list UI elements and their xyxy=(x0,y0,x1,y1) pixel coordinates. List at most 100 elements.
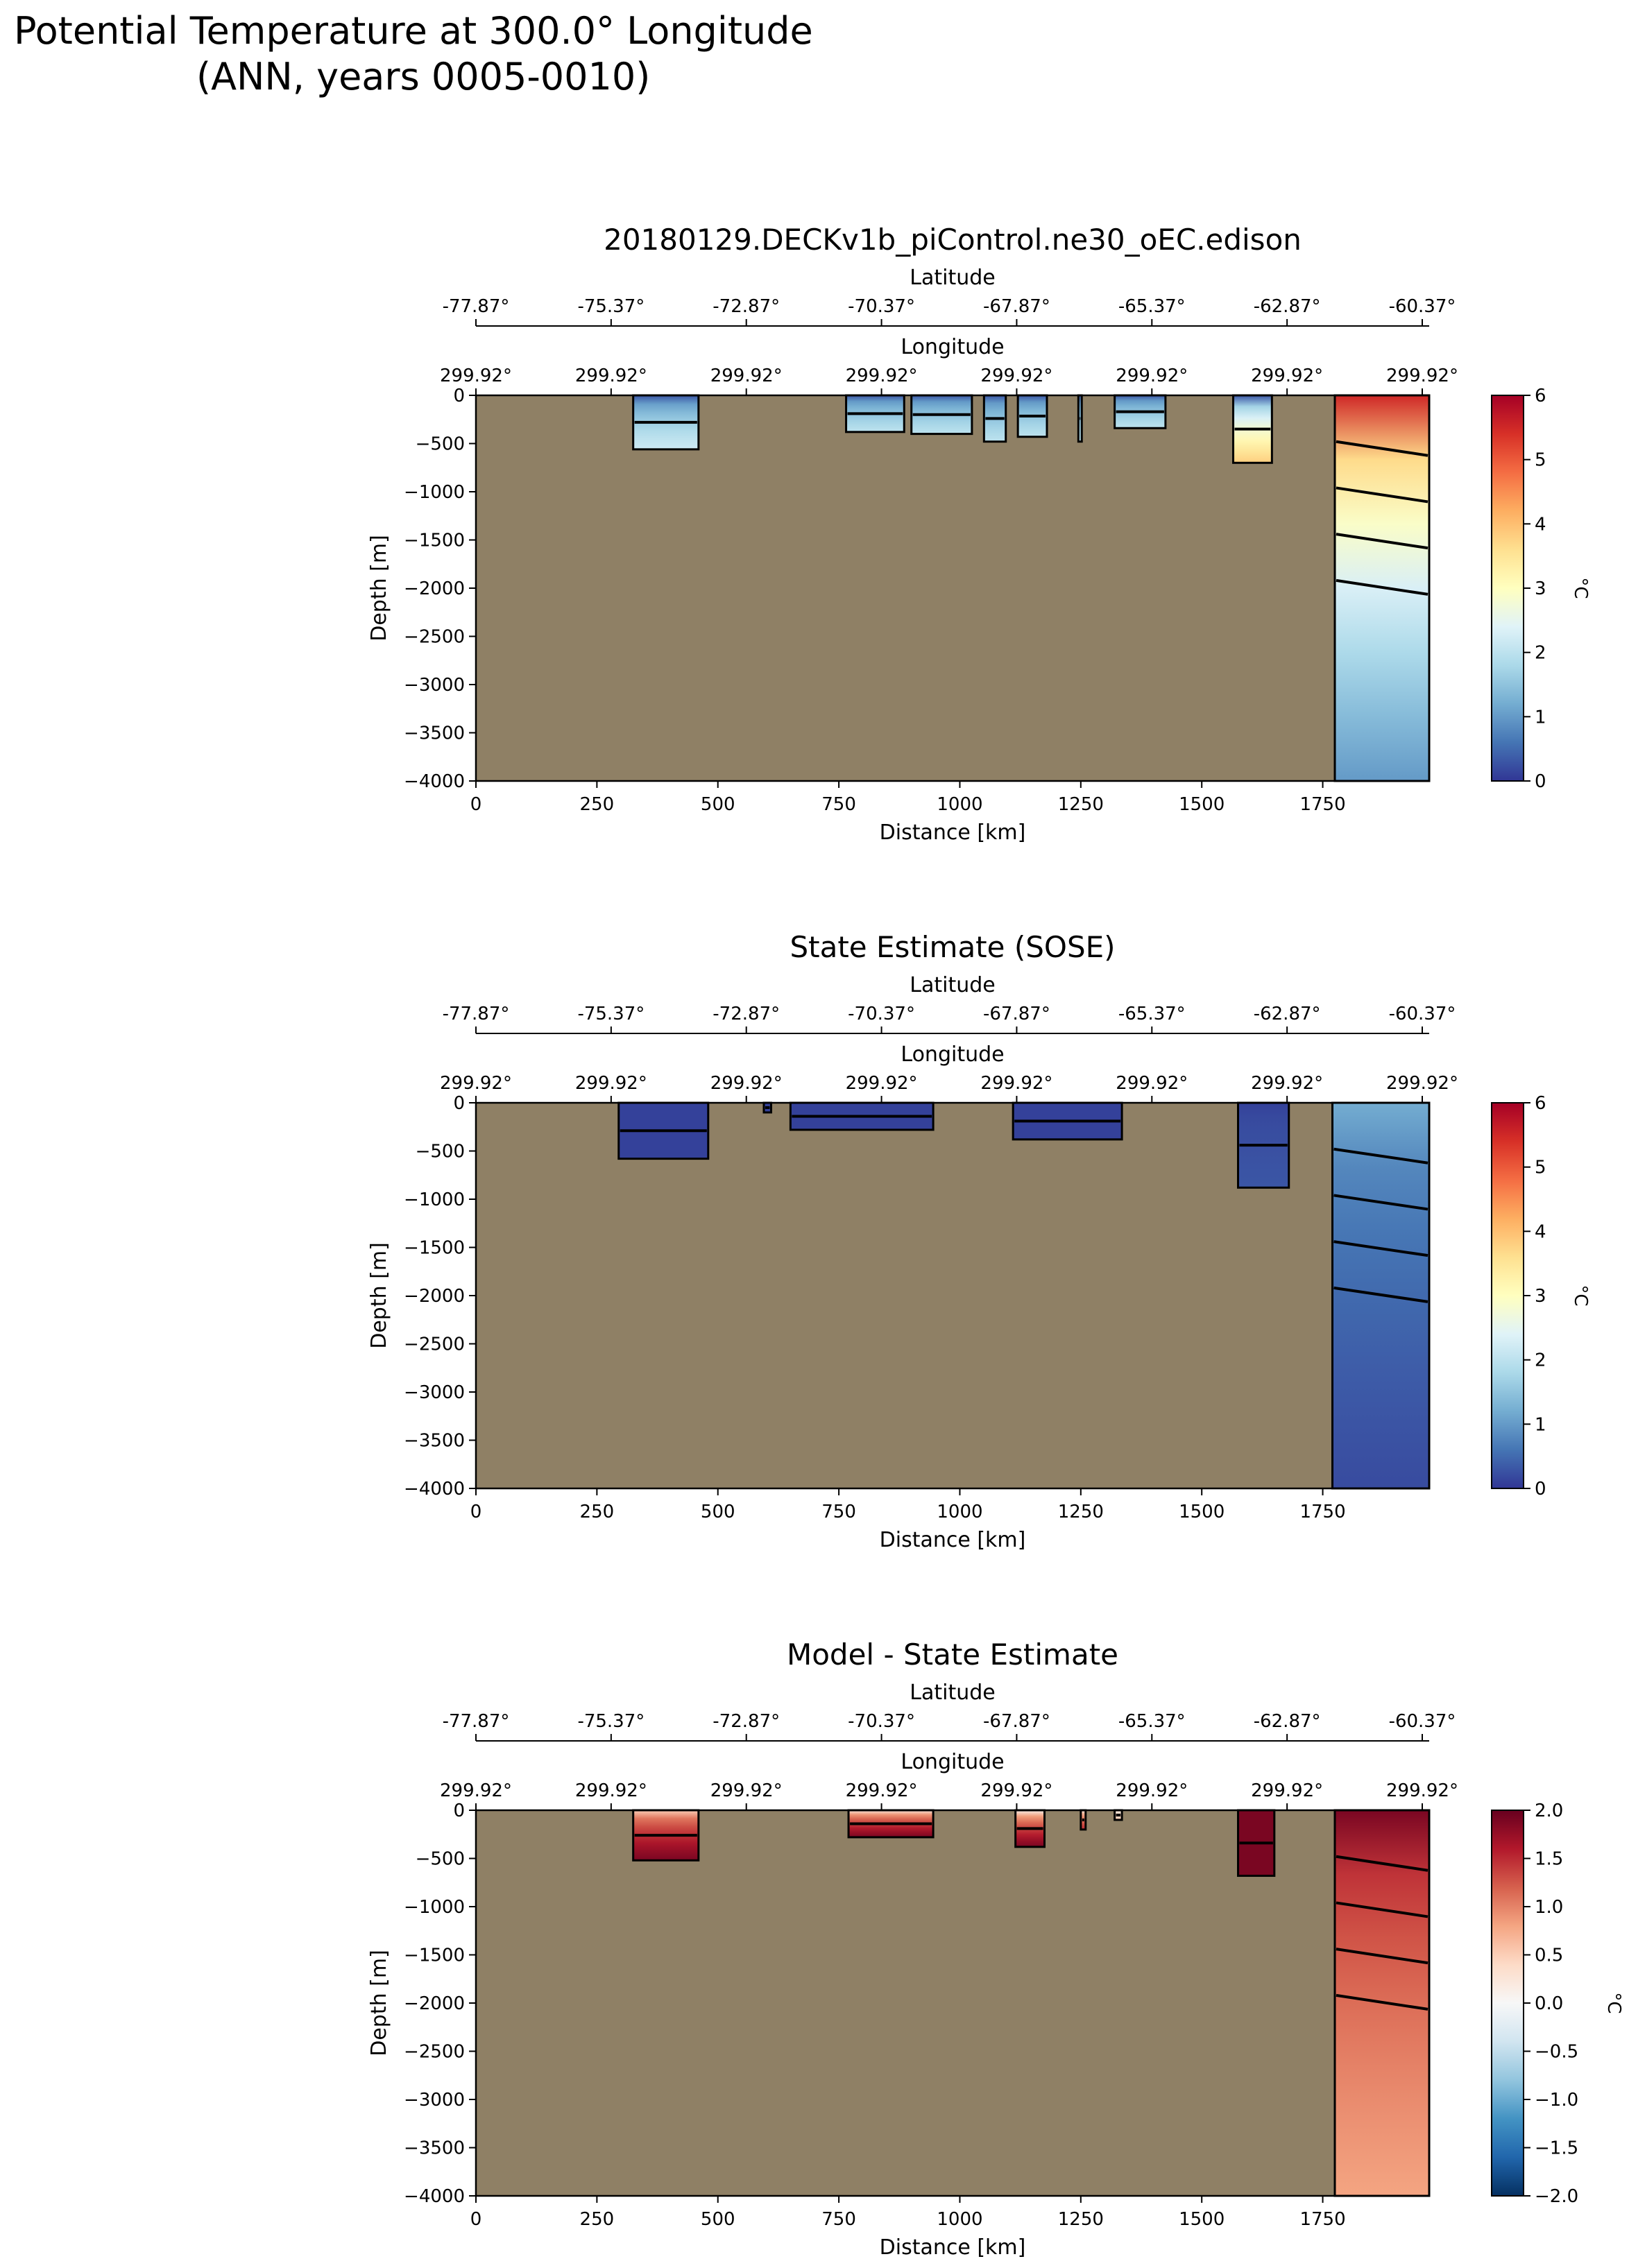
contour-line xyxy=(1336,1993,1428,2011)
y-tick-label: 0 xyxy=(453,386,465,406)
colorbar-tick-label: 2.0 xyxy=(1535,1801,1563,1821)
y-tick-label: −3000 xyxy=(404,1382,465,1403)
lat-tick-label: -70.37° xyxy=(848,1004,915,1024)
lat-tick-label: -75.37° xyxy=(577,1004,645,1024)
y-tick-label: −2500 xyxy=(404,627,465,648)
y-tick-label: −500 xyxy=(416,1849,465,1870)
lat-tick-label: -60.37° xyxy=(1389,1004,1456,1024)
colorbar-tick-label: 0 xyxy=(1535,771,1546,792)
x-tick-label: 0 xyxy=(470,2209,482,2230)
x-axis-label: Distance [km] xyxy=(880,821,1026,845)
x-tick-label: 1500 xyxy=(1179,2209,1225,2230)
colorbar-tick-label: 3 xyxy=(1535,578,1546,599)
contour-line xyxy=(1336,1855,1428,1872)
contour-line xyxy=(1336,1948,1428,1965)
lat-tick-label: -65.37° xyxy=(1118,1711,1186,1732)
y-tick-label: −2000 xyxy=(404,1286,465,1307)
latitude-axis-label: Latitude xyxy=(910,266,995,290)
x-tick-label: 1500 xyxy=(1179,1502,1225,1522)
land-background xyxy=(476,1810,1429,2196)
lon-tick-label: 299.92° xyxy=(1116,1073,1188,1094)
colorbar-tick-label: −0.5 xyxy=(1535,2042,1578,2063)
lat-tick-label: -77.87° xyxy=(443,296,510,317)
lon-tick-label: 299.92° xyxy=(846,366,918,386)
x-tick-label: 1000 xyxy=(937,1502,982,1522)
lon-tick-label: 299.92° xyxy=(980,1780,1052,1801)
contour-line xyxy=(1333,1286,1428,1303)
lon-tick-label: 299.92° xyxy=(1386,366,1458,386)
x-tick-label: 1250 xyxy=(1058,1502,1104,1522)
y-tick-label: −3500 xyxy=(404,1431,465,1452)
contour-line xyxy=(1336,486,1428,504)
x-tick-label: 1000 xyxy=(937,2209,982,2230)
lon-tick-label: 299.92° xyxy=(440,1780,512,1801)
lon-tick-label: 299.92° xyxy=(1251,1073,1323,1094)
colorbar-tick-label: −2.0 xyxy=(1535,2186,1578,2207)
figure-title-line2: (ANN, years 0005-0010) xyxy=(196,55,651,98)
x-tick-label: 1250 xyxy=(1058,2209,1104,2230)
x-axis-label: Distance [km] xyxy=(880,1528,1026,1552)
y-tick-label: −500 xyxy=(416,1142,465,1162)
lat-tick-label: -62.87° xyxy=(1254,296,1321,317)
x-tick-label: 750 xyxy=(821,1502,856,1522)
lat-tick-label: -72.87° xyxy=(713,1711,780,1732)
lat-tick-label: -75.37° xyxy=(577,296,645,317)
latitude-axis-label: Latitude xyxy=(910,1681,995,1705)
longitude-axis-label: Longitude xyxy=(901,1750,1004,1774)
y-axis-label: Depth [m] xyxy=(367,1950,391,2056)
x-tick-label: 1750 xyxy=(1299,1502,1345,1522)
colorbar-tick-label: 6 xyxy=(1535,1093,1546,1114)
colorbar-tick-label: 0 xyxy=(1535,1479,1546,1500)
y-tick-label: −2000 xyxy=(404,1993,465,2014)
y-tick-label: −2000 xyxy=(404,578,465,599)
x-tick-label: 1250 xyxy=(1058,794,1104,815)
lon-tick-label: 299.92° xyxy=(710,1780,783,1801)
lon-tick-label: 299.92° xyxy=(1116,366,1188,386)
colorbar-tick-label: 5 xyxy=(1535,450,1546,471)
x-tick-label: 0 xyxy=(470,1502,482,1522)
colorbar-tick-label: 3 xyxy=(1535,1286,1546,1307)
contour-line xyxy=(1336,440,1428,457)
colorbar-tick-label: 1 xyxy=(1535,1414,1546,1435)
colorbar-tick-label: 1 xyxy=(1535,707,1546,728)
colorbar-tick-label: 4 xyxy=(1535,1221,1546,1242)
lon-tick-label: 299.92° xyxy=(440,366,512,386)
y-tick-label: −4000 xyxy=(404,1479,465,1500)
panel-title: 20180129.DECKv1b_piControl.ne30_oEC.edis… xyxy=(604,223,1302,257)
x-tick-label: 1000 xyxy=(937,794,982,815)
colorbar-tick-label: 6 xyxy=(1535,386,1546,406)
longitude-axis-label: Longitude xyxy=(901,1042,1004,1067)
panel-title: Model - State Estimate xyxy=(787,1638,1118,1672)
x-tick-label: 750 xyxy=(821,794,856,815)
lon-tick-label: 299.92° xyxy=(710,1073,783,1094)
lat-tick-label: -72.87° xyxy=(713,296,780,317)
lat-tick-label: -62.87° xyxy=(1254,1711,1321,1732)
lon-tick-label: 299.92° xyxy=(846,1073,918,1094)
figure-title-line1: Potential Temperature at 300.0° Longitud… xyxy=(14,9,813,53)
contour-line xyxy=(1336,1901,1428,1918)
lat-tick-label: -70.37° xyxy=(848,1711,915,1732)
lon-tick-label: 299.92° xyxy=(1386,1073,1458,1094)
lon-tick-label: 299.92° xyxy=(1251,1780,1323,1801)
lat-tick-label: -75.37° xyxy=(577,1711,645,1732)
x-tick-label: 1750 xyxy=(1299,794,1345,815)
x-tick-label: 1750 xyxy=(1299,2209,1345,2230)
colorbar-tick-label: 2 xyxy=(1535,643,1546,664)
latitude-axis-label: Latitude xyxy=(910,973,995,997)
x-tick-label: 500 xyxy=(701,794,735,815)
y-tick-label: −1500 xyxy=(404,1945,465,1966)
y-tick-label: −3500 xyxy=(404,723,465,744)
colorbar-tick-label: 1.5 xyxy=(1535,1849,1563,1870)
lon-tick-label: 299.92° xyxy=(1251,366,1323,386)
contour-line xyxy=(1336,533,1428,550)
y-tick-label: −1000 xyxy=(404,1897,465,1918)
lat-tick-label: -77.87° xyxy=(443,1004,510,1024)
colorbar-tick-label: −1.5 xyxy=(1535,2138,1578,2159)
x-tick-label: 1500 xyxy=(1179,794,1225,815)
land-background xyxy=(476,395,1429,781)
y-tick-label: 0 xyxy=(453,1093,465,1114)
x-tick-label: 750 xyxy=(821,2209,856,2230)
